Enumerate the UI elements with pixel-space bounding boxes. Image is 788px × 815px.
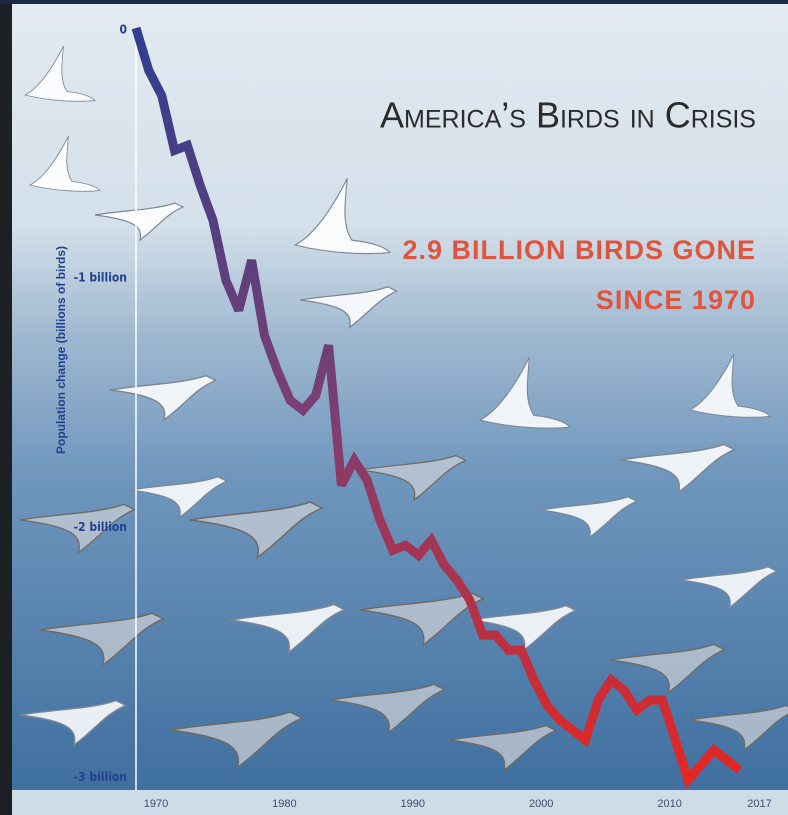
y-tick-label: 0 xyxy=(119,23,127,37)
x-tick-label: 2010 xyxy=(657,798,681,810)
y-tick-label: -3 billion xyxy=(74,770,127,784)
chart-title: America’s Birds in Crisis xyxy=(380,95,756,136)
annotation: 2.9 BILLION BIRDS GONE xyxy=(402,235,756,265)
x-tick-label: 1970 xyxy=(144,798,168,810)
y-axis-label: Population change (billions of birds) xyxy=(54,246,68,454)
y-tick-label: -2 billion xyxy=(74,520,127,534)
annotation: SINCE 1970 xyxy=(596,285,756,315)
x-tick-label: 2000 xyxy=(529,798,553,810)
y-tick-label: -1 billion xyxy=(74,270,127,284)
top-border xyxy=(0,0,788,4)
x-tick-label: 2017 xyxy=(747,798,771,810)
infographic: America’s Birds in Crisis 2.9 BILLION BI… xyxy=(0,0,788,815)
x-tick-label: 1990 xyxy=(401,798,425,810)
x-tick-label: 1980 xyxy=(272,798,296,810)
